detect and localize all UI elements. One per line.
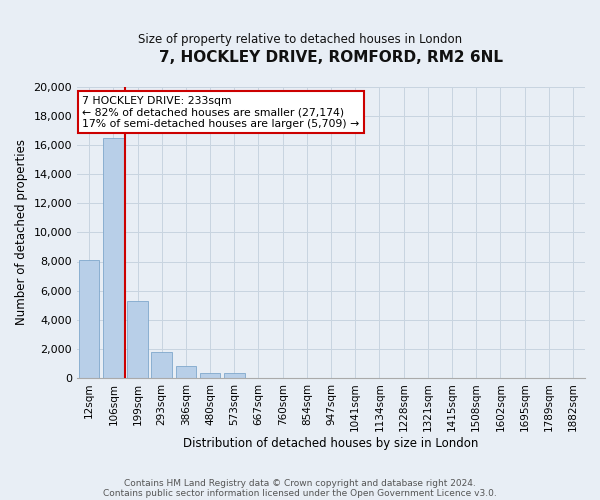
Y-axis label: Number of detached properties: Number of detached properties <box>15 140 28 326</box>
Text: Contains public sector information licensed under the Open Government Licence v3: Contains public sector information licen… <box>103 488 497 498</box>
Text: Contains HM Land Registry data © Crown copyright and database right 2024.: Contains HM Land Registry data © Crown c… <box>124 478 476 488</box>
Title: 7, HOCKLEY DRIVE, ROMFORD, RM2 6NL: 7, HOCKLEY DRIVE, ROMFORD, RM2 6NL <box>159 50 503 65</box>
Bar <box>224 374 245 378</box>
Bar <box>200 374 220 378</box>
Bar <box>79 260 100 378</box>
Text: Size of property relative to detached houses in London: Size of property relative to detached ho… <box>138 32 462 46</box>
Bar <box>176 366 196 378</box>
Bar <box>127 301 148 378</box>
X-axis label: Distribution of detached houses by size in London: Distribution of detached houses by size … <box>184 437 479 450</box>
Bar <box>151 352 172 378</box>
Bar <box>103 138 124 378</box>
Text: 7 HOCKLEY DRIVE: 233sqm
← 82% of detached houses are smaller (27,174)
17% of sem: 7 HOCKLEY DRIVE: 233sqm ← 82% of detache… <box>82 96 359 129</box>
